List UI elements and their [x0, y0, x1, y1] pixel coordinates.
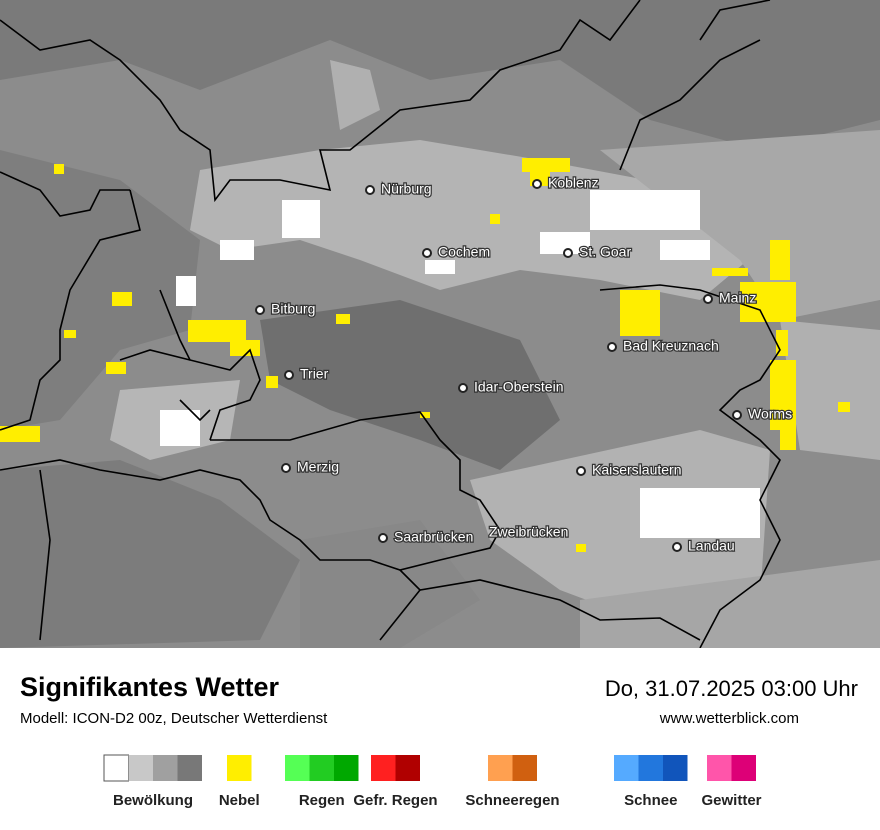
legend-swatch	[153, 755, 178, 781]
legend-label: Schneeregen	[465, 792, 559, 809]
date: Do, 31.07.2025 03:00 Uhr	[604, 676, 858, 701]
borders	[0, 0, 781, 648]
legend-swatch	[103, 754, 129, 782]
city-dot	[532, 179, 542, 189]
city-label: Bad Kreuznach	[623, 338, 719, 354]
legend-label: Gewitter	[701, 792, 761, 809]
city-label: Landau	[688, 538, 735, 554]
city-label: Bitburg	[271, 301, 315, 317]
city-dot	[458, 383, 468, 393]
legend-swatch	[371, 755, 396, 781]
city-dot	[576, 466, 586, 476]
city-dot	[607, 342, 617, 352]
legend-swatch	[638, 755, 663, 781]
legend: Bewölkung Nebel Regen Gefr. Regen Schneerege…	[103, 754, 762, 809]
legend-label: Schnee	[624, 792, 677, 809]
cloud-layer	[0, 0, 880, 648]
city-dot	[255, 305, 265, 315]
title: Signifikantes Wetter	[20, 672, 280, 702]
city-label: St. Goar	[579, 244, 631, 260]
city-label: Mainz	[719, 290, 756, 306]
city-label: Zweibrücken	[489, 524, 568, 540]
city-dot	[422, 248, 432, 258]
city-label: Nürburg	[381, 181, 432, 197]
city-dot	[703, 294, 713, 304]
legend-swatch	[177, 755, 202, 781]
legend-swatch	[707, 755, 732, 781]
city-label: Saarbrücken	[394, 529, 473, 545]
legend-swatch	[663, 755, 688, 781]
city-label: Merzig	[297, 459, 339, 475]
website: www.wetterblick.com	[659, 710, 799, 727]
legend-swatch	[614, 755, 639, 781]
clear-patches	[160, 190, 760, 538]
fog-patches	[0, 158, 850, 552]
city-dot	[672, 542, 682, 552]
legend-swatch	[309, 755, 334, 781]
city-label: Idar-Oberstein	[474, 379, 563, 395]
legend-swatch	[488, 755, 513, 781]
legend-swatch	[285, 755, 310, 781]
city-dot	[732, 410, 742, 420]
legend-swatch	[395, 755, 420, 781]
city-label: Koblenz	[548, 175, 599, 191]
city-dot	[378, 533, 388, 543]
city-dot	[284, 370, 294, 380]
legend-label: Gefr. Regen	[353, 792, 437, 809]
subtitle: Modell: ICON-D2 00z, Deutscher Wetterdie…	[20, 710, 328, 727]
legend-swatch	[334, 755, 359, 781]
city-label: Worms	[748, 406, 792, 422]
legend-swatch	[128, 755, 153, 781]
city-dot	[365, 185, 375, 195]
legend-label: Regen	[299, 792, 345, 809]
legend-label: Bewölkung	[113, 792, 193, 809]
legend-label: Nebel	[219, 792, 260, 809]
city-label: Trier	[300, 366, 329, 382]
city-label: Cochem	[438, 244, 490, 260]
legend-swatch	[512, 755, 537, 781]
legend-swatch	[731, 755, 756, 781]
city-dot	[281, 463, 291, 473]
map: Nürburg Koblenz Cochem St. Goar Mainz Bitburg…	[0, 0, 880, 648]
city-dot	[563, 248, 573, 258]
legend-swatch	[227, 755, 252, 781]
city-label: Kaiserslautern	[592, 462, 682, 478]
